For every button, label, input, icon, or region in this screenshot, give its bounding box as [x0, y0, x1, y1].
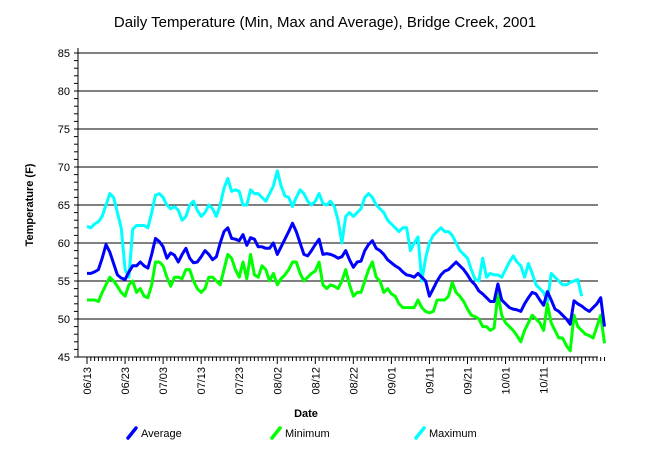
y-tick-label: 55	[58, 276, 70, 288]
x-axis-label: Date	[294, 408, 318, 420]
x-tick-label: 10/01	[501, 367, 513, 395]
x-tick-label: 08/02	[272, 367, 284, 395]
y-tick-label: 85	[58, 48, 70, 60]
x-tick-label: 08/22	[348, 367, 360, 395]
x-tick-label: 10/11	[539, 367, 551, 394]
y-tick-label: 70	[58, 162, 70, 174]
x-tick-label: 07/03	[158, 367, 170, 395]
x-tick-label: 07/23	[234, 367, 246, 395]
y-tick-label: 50	[58, 314, 70, 326]
y-axis-ticks: 45 50 55 60 65 70 75 80 85	[58, 48, 78, 364]
legend-label-average: Average	[141, 428, 182, 440]
series-line-minimum	[87, 252, 606, 353]
y-tick-label: 80	[58, 86, 70, 98]
x-tick-label: 08/12	[310, 367, 322, 395]
x-tick-label: 06/13	[82, 367, 94, 395]
y-tick-label: 45	[58, 352, 70, 364]
legend-swatch-minimum	[270, 426, 282, 440]
legend-label-minimum: Minimum	[285, 428, 330, 440]
chart-title: Daily Temperature (Min, Max and Average)…	[114, 14, 536, 31]
legend-label-maximum: Maximum	[429, 428, 477, 440]
series-line-maximum	[86, 169, 584, 303]
x-tick-label: 09/21	[463, 367, 475, 395]
y-tick-label: 65	[58, 200, 70, 212]
legend-swatch-average	[126, 426, 138, 440]
y-axis-label: Temperature (F)	[24, 163, 36, 246]
series-lines	[86, 169, 606, 353]
gridlines	[78, 52, 598, 320]
y-tick-label: 60	[58, 238, 70, 250]
x-tick-label: 09/01	[386, 367, 398, 395]
series-line-average	[87, 221, 606, 327]
x-axis-ticks: 06/13 06/23 07/03 07/13 07/23 08/02 08/12 08/22…	[82, 357, 605, 395]
y-tick-label: 75	[58, 124, 70, 136]
x-tick-label: 06/23	[120, 367, 132, 395]
x-tick-label: 07/13	[196, 367, 208, 395]
legend: Average Minimum Maximum	[126, 426, 477, 440]
x-tick-label: 09/11	[424, 367, 436, 394]
legend-swatch-maximum	[414, 426, 426, 440]
